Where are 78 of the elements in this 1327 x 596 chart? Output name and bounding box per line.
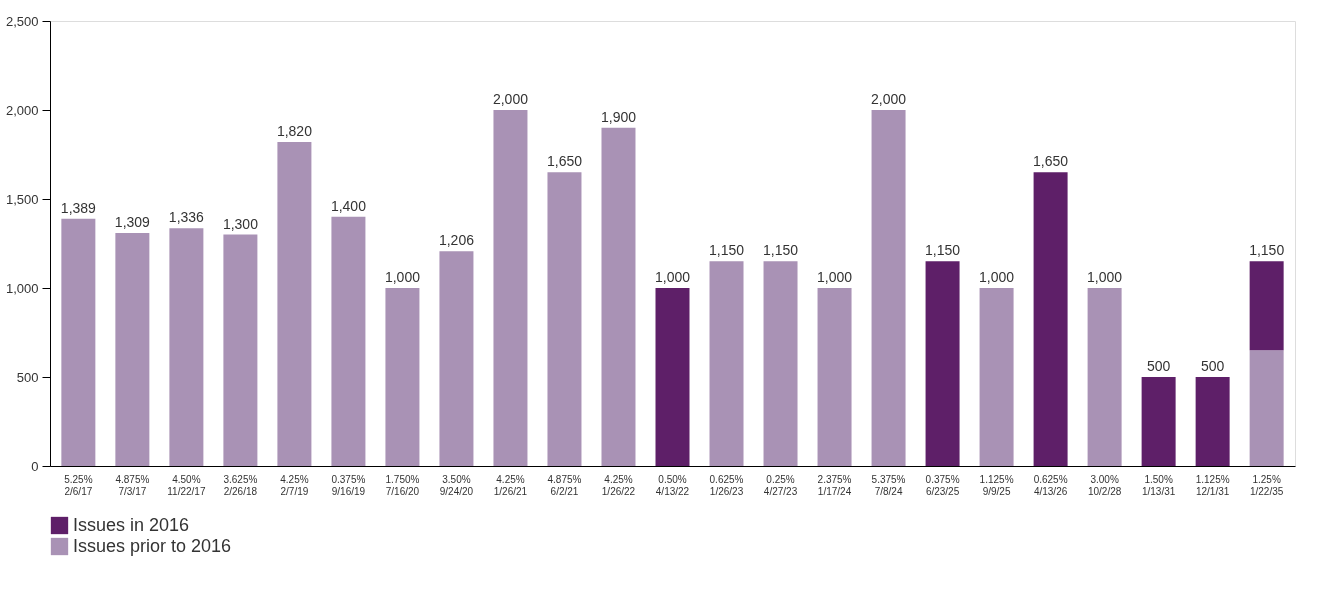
legend-label: Issues prior to 2016 — [73, 535, 232, 556]
x-tick-label: 0.50% 4/13/22 — [655, 473, 690, 497]
x-tick-label: 1.125% 9/9/25 — [979, 473, 1014, 497]
bar — [1087, 288, 1122, 466]
bar — [709, 261, 744, 466]
x-tick-label: 4.50% 11/22/17 — [167, 473, 206, 497]
total-label: 1,150 — [925, 242, 961, 259]
bar — [1249, 261, 1284, 351]
y-tick-label: 2,000 — [5, 102, 39, 118]
bar — [385, 288, 420, 466]
y-tick-label: 1,000 — [5, 280, 39, 296]
total-label: 1,650 — [1033, 153, 1069, 170]
total-label: 500 — [1200, 358, 1225, 374]
total-label: 1,309 — [114, 214, 151, 230]
x-tick-label: 0.625% 1/26/23 — [709, 473, 744, 497]
y-tick-label: 1,500 — [5, 191, 39, 207]
total-label: 1,389 — [60, 199, 97, 216]
bar — [493, 110, 528, 466]
total-label: 1,820 — [276, 123, 313, 140]
total-label: 1,400 — [330, 197, 367, 214]
x-tick-label: 1.125% 12/1/31 — [1195, 473, 1230, 497]
total-label: 2,000 — [871, 91, 907, 107]
bar — [61, 218, 96, 466]
total-label: 1,206 — [438, 232, 475, 249]
x-tick-label: 5.375% 7/8/24 — [871, 473, 906, 497]
total-label: 1,000 — [1087, 269, 1123, 285]
bar — [655, 288, 690, 466]
total-label: 1,000 — [817, 269, 853, 285]
total-label: 2,000 — [492, 91, 529, 107]
x-tick-label: 4.25% 2/7/19 — [280, 473, 309, 497]
total-label: 1,000 — [654, 269, 691, 285]
x-tick-label: 5.25% 2/6/17 — [64, 473, 93, 497]
bar — [277, 142, 312, 466]
bar — [223, 234, 258, 466]
x-tick-label: 3.50% 9/24/20 — [439, 473, 474, 497]
bar — [601, 127, 636, 466]
y-tick-label: 500 — [16, 369, 39, 385]
x-tick-label: 1.25% 1/22/35 — [1249, 473, 1284, 497]
bar — [115, 233, 150, 466]
x-tick-label: 4.875% 6/2/21 — [547, 473, 582, 497]
total-label: 1,650 — [546, 153, 583, 170]
x-tick-label: 2.375% 1/17/24 — [817, 473, 852, 497]
bar — [817, 288, 852, 466]
total-label: 1,150 — [1249, 242, 1285, 259]
total-label: 1,336 — [168, 209, 205, 226]
bar — [1033, 172, 1068, 466]
x-tick-label: 4.25% 1/26/22 — [601, 473, 636, 497]
total-label: 1,000 — [979, 269, 1015, 285]
x-tick-label: 1.750% 7/16/20 — [385, 473, 420, 497]
x-tick-label: 0.625% 4/13/26 — [1033, 473, 1068, 497]
bar — [763, 261, 798, 466]
bar — [547, 172, 582, 466]
bar — [331, 216, 366, 466]
bar — [979, 288, 1014, 466]
x-tick-label: 4.25% 1/26/21 — [493, 473, 528, 497]
bar — [169, 228, 204, 466]
bar — [871, 110, 906, 466]
total-label: 1,150 — [708, 242, 745, 259]
total-label: 500 — [1146, 358, 1171, 374]
y-tick-label: 2,500 — [5, 13, 39, 29]
x-tick-label: 0.25% 4/27/23 — [763, 473, 798, 497]
bar — [439, 251, 474, 466]
total-label: 1,900 — [600, 108, 637, 125]
bar — [1195, 377, 1230, 466]
y-tick-label: 0 — [31, 458, 39, 474]
legend-label: Issues in 2016 — [73, 514, 190, 535]
x-tick-label: 0.375% 9/16/19 — [331, 473, 366, 497]
x-tick-label: 4.875% 7/3/17 — [115, 473, 150, 497]
bar — [1249, 350, 1284, 466]
x-tick-label: 3.00% 10/2/28 — [1087, 473, 1122, 497]
total-label: 1,150 — [763, 242, 799, 259]
bar — [925, 261, 960, 466]
total-label: 1,300 — [222, 215, 259, 232]
x-tick-label: 3.625% 2/26/18 — [223, 473, 258, 497]
bar — [1141, 377, 1176, 466]
x-tick-label: 1.50% 1/13/31 — [1141, 473, 1176, 497]
x-tick-label: 0.375% 6/23/25 — [925, 473, 960, 497]
total-label: 1,000 — [384, 269, 421, 285]
